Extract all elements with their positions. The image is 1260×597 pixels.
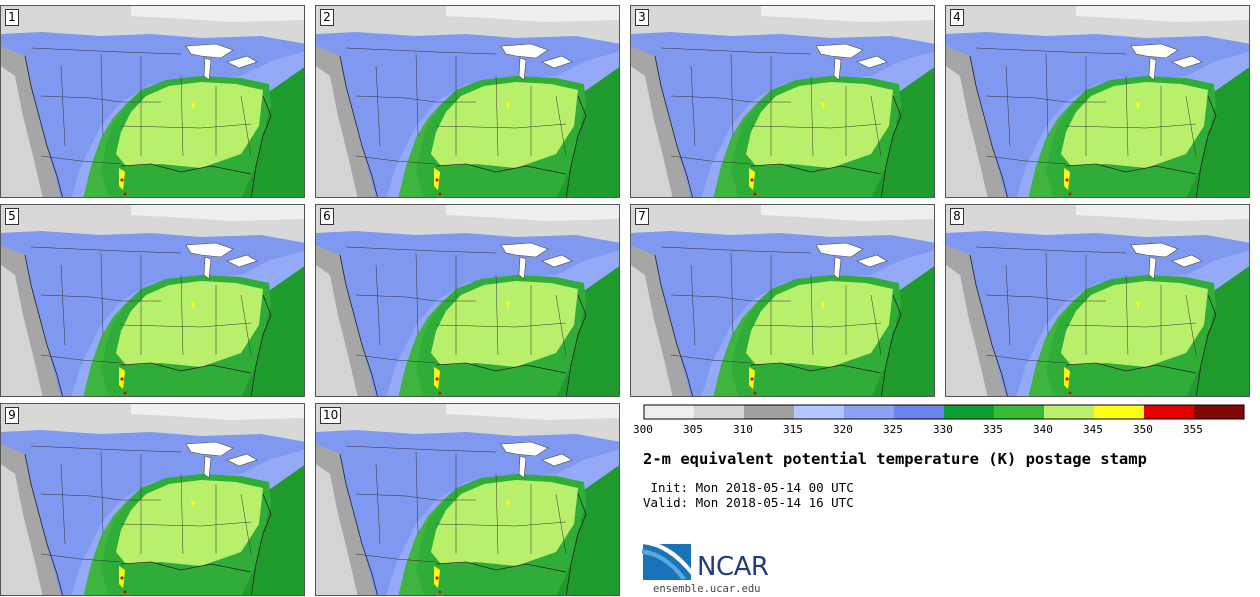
- member-number-label: 7: [635, 208, 649, 225]
- theta-e-field-map: [316, 404, 619, 595]
- ensemble-member-map: 1: [0, 5, 305, 198]
- colorbar-tick-label: 355: [1183, 423, 1203, 436]
- colorbar-segment: [1144, 405, 1194, 419]
- ensemble-member-map: 6: [315, 204, 620, 397]
- member-number-label: 5: [5, 208, 19, 225]
- colorbar-segment: [894, 405, 944, 419]
- ensemble-member-map: 2: [315, 5, 620, 198]
- ncar-logo-icon: [642, 540, 692, 580]
- member-number-label: 8: [950, 208, 964, 225]
- theta-e-field-map: [1, 404, 304, 595]
- colorbar-border: [643, 404, 1245, 420]
- theta-e-field-map: [1, 6, 304, 197]
- colorbar-segment: [744, 405, 794, 419]
- colorbar-segment: [694, 405, 744, 419]
- logo-url: ensemble.ucar.edu: [653, 583, 761, 595]
- member-number-label: 10: [320, 407, 342, 424]
- colorbar-tick-label: 345: [1083, 423, 1103, 436]
- member-number-label: 4: [950, 9, 964, 26]
- colorbar-segment: [1194, 405, 1244, 419]
- theta-e-field-map: [1, 205, 304, 396]
- colorbar-segment: [994, 405, 1044, 419]
- colorbar-tick-label: 310: [733, 423, 753, 436]
- colorbar-tick-label: 325: [883, 423, 903, 436]
- theta-e-field-map: [631, 6, 934, 197]
- theta-e-field-map: [946, 6, 1249, 197]
- ensemble-member-map: 10: [315, 403, 620, 596]
- valid-time: Valid: Mon 2018-05-14 16 UTC: [643, 495, 854, 510]
- colorbar-segment: [794, 405, 844, 419]
- ensemble-member-map: 9: [0, 403, 305, 596]
- theta-e-field-map: [316, 6, 619, 197]
- theta-e-field-map: [631, 205, 934, 396]
- ensemble-member-map: 5: [0, 204, 305, 397]
- member-number-label: 1: [5, 9, 19, 26]
- colorbar-tick-label: 320: [833, 423, 853, 436]
- colorbar-tick-label: 340: [1033, 423, 1053, 436]
- member-number-label: 3: [635, 9, 649, 26]
- colorbar-segment: [944, 405, 994, 419]
- colorbar-segment: [644, 405, 694, 419]
- colorbar-tick-label: 330: [933, 423, 953, 436]
- colorbar-segment: [1094, 405, 1144, 419]
- theta-e-field-map: [316, 205, 619, 396]
- ensemble-member-map: 4: [945, 5, 1250, 198]
- colorbar-tick-label: 350: [1133, 423, 1153, 436]
- colorbar-segment: [844, 405, 894, 419]
- logo-text: NCAR: [697, 552, 769, 582]
- colorbar-tick-label: 335: [983, 423, 1003, 436]
- theta-e-field-map: [946, 205, 1249, 396]
- colorbar-tick-label: 315: [783, 423, 803, 436]
- init-time: Init: Mon 2018-05-14 00 UTC: [643, 480, 854, 495]
- member-number-label: 6: [320, 208, 334, 225]
- figure-title: 2-m equivalent potential temperature (K)…: [643, 450, 1147, 468]
- member-number-label: 2: [320, 9, 334, 26]
- colorbar-tick-label: 300: [633, 423, 653, 436]
- ensemble-member-map: 8: [945, 204, 1250, 397]
- member-number-label: 9: [5, 407, 19, 424]
- colorbar-tick-label: 305: [683, 423, 703, 436]
- ensemble-member-map: 7: [630, 204, 935, 397]
- colorbar-segment: [1044, 405, 1094, 419]
- colorbar: [643, 404, 1245, 420]
- ensemble-member-map: 3: [630, 5, 935, 198]
